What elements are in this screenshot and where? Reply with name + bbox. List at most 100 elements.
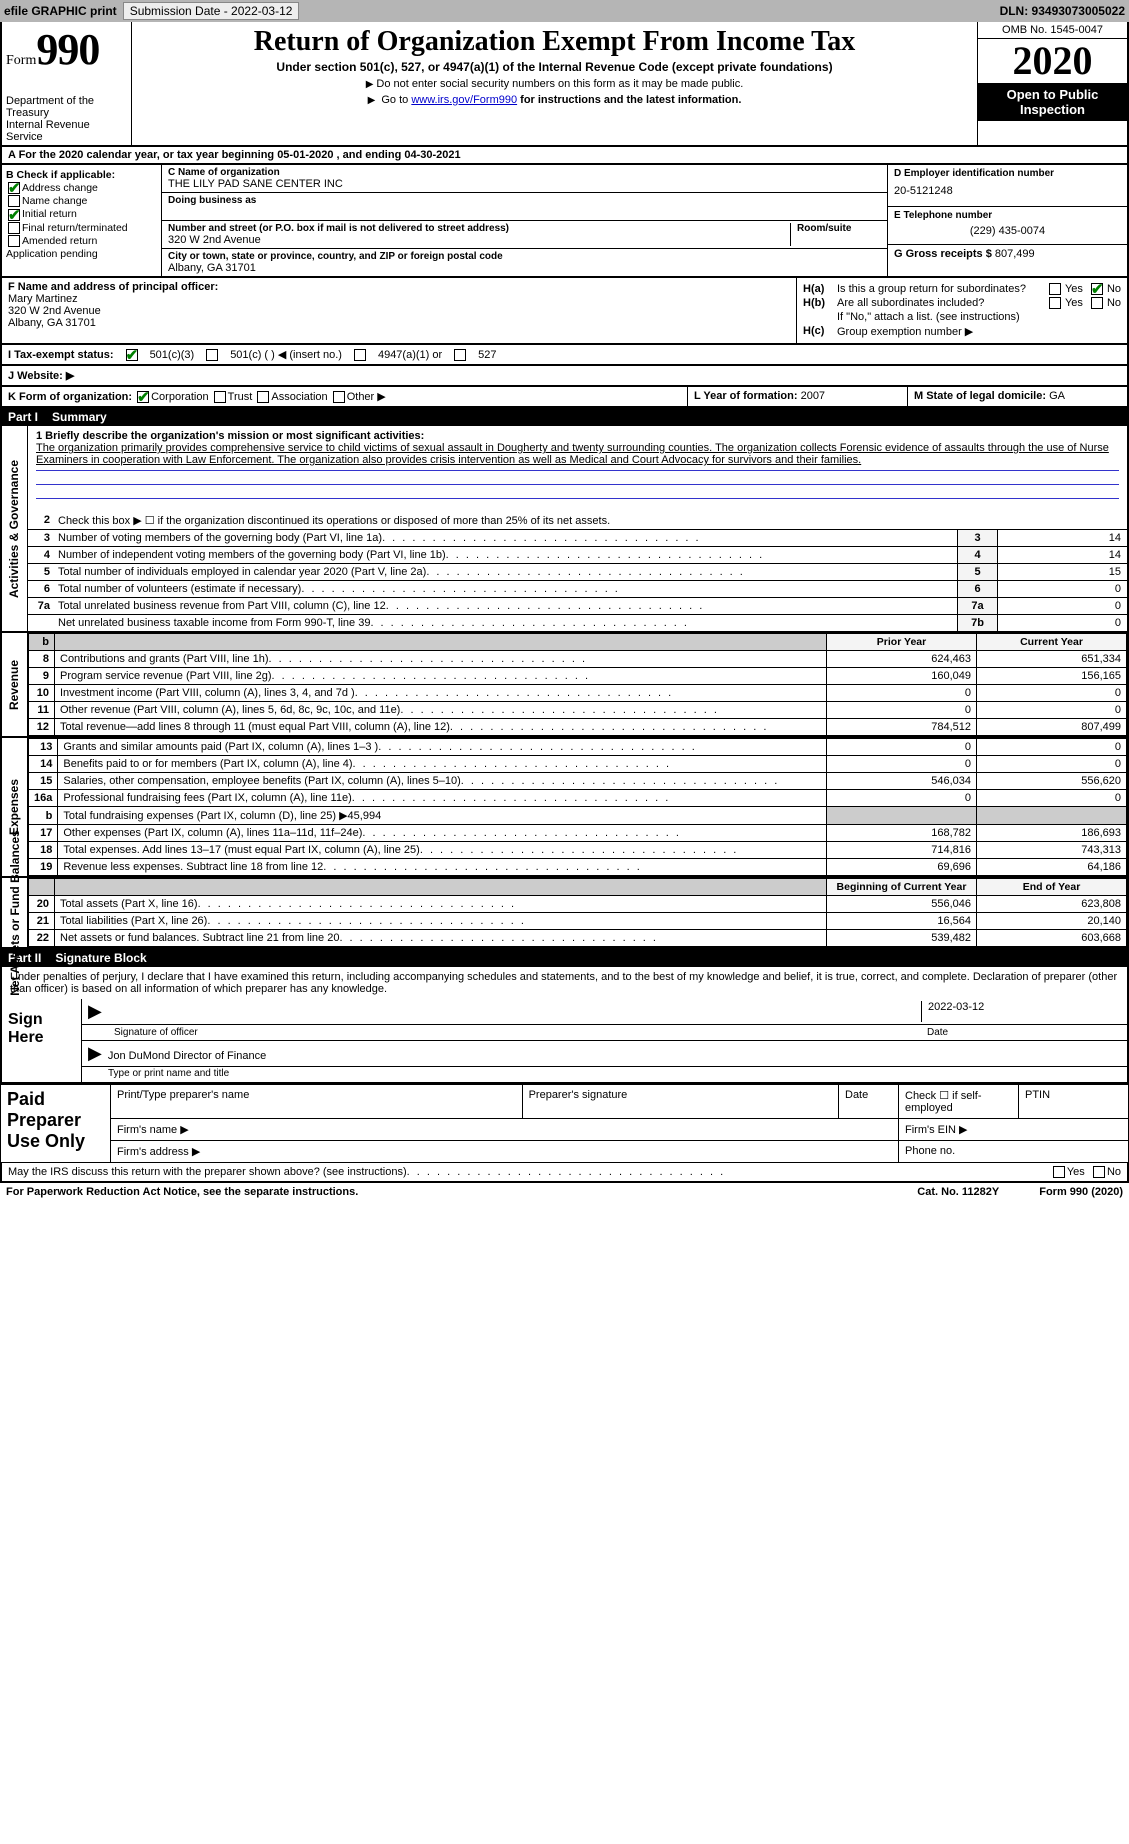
gov-line: 7aTotal unrelated business revenue from … (28, 597, 1127, 614)
chk-amended[interactable] (8, 235, 20, 247)
lbl-room: Room/suite (797, 223, 881, 234)
chk-hb-no[interactable] (1091, 297, 1103, 309)
chk-discuss-yes[interactable] (1053, 1166, 1065, 1178)
net-assets-table: Beginning of Current Year End of Year 20… (28, 878, 1127, 947)
part1-header: Part I Summary (0, 408, 1129, 426)
table-row: 12Total revenue—add lines 8 through 11 (… (29, 719, 1127, 736)
chk-501c3[interactable] (126, 349, 138, 361)
cat-no: Cat. No. 11282Y (917, 1186, 999, 1198)
box-b-title: B Check if applicable: (6, 169, 115, 181)
street-address: 320 W 2nd Avenue (168, 234, 784, 246)
phone-value: (229) 435-0074 (894, 221, 1121, 241)
chk-final-return[interactable] (8, 222, 20, 234)
form990-link[interactable]: www.irs.gov/Form990 (411, 94, 517, 106)
chk-ha-yes[interactable] (1049, 283, 1061, 295)
lbl-amended: Amended return (22, 235, 97, 247)
lbl-street: Number and street (or P.O. box if mail i… (168, 223, 784, 234)
revenue-section: Revenue b Prior Year Current Year 8Contr… (0, 633, 1129, 738)
ha-text: Is this a group return for subordinates? (837, 283, 1041, 295)
lbl-address-change: Address change (22, 182, 98, 194)
hb-text: Are all subordinates included? (837, 297, 1041, 309)
lbl-initial-return: Initial return (22, 208, 77, 220)
chk-corp[interactable] (137, 391, 149, 403)
lbl-corp: Corporation (151, 391, 208, 403)
chk-assoc[interactable] (257, 391, 269, 403)
chk-501c[interactable] (206, 349, 218, 361)
lbl-4947: 4947(a)(1) or (378, 349, 442, 361)
lbl-discuss-yes: Yes (1067, 1166, 1085, 1178)
col-current-year: Current Year (977, 634, 1127, 651)
sig-declaration: Under penalties of perjury, I declare th… (2, 967, 1127, 999)
lbl-firm-ein: Firm's EIN ▶ (899, 1119, 1129, 1141)
lbl-trust: Trust (228, 391, 253, 403)
side-label-rev: Revenue (8, 660, 22, 710)
top-bar: efile GRAPHIC print Submission Date - 20… (0, 0, 1129, 22)
table-row: 8Contributions and grants (Part VIII, li… (29, 651, 1127, 668)
box-c: C Name of organization THE LILY PAD SANE… (162, 165, 887, 276)
tax-year: 2020 (978, 39, 1127, 83)
lbl-principal-officer: F Name and address of principal officer: (8, 281, 218, 293)
lbl-typed-name: Type or print name and title (82, 1067, 1127, 1082)
note-goto-post: for instructions and the latest informat… (517, 94, 741, 106)
lbl-app-pending: Application pending (6, 248, 98, 260)
chk-discuss-no[interactable] (1093, 1166, 1105, 1178)
table-row: 10Investment income (Part VIII, column (… (29, 685, 1127, 702)
table-row: 14Benefits paid to or for members (Part … (29, 756, 1127, 773)
chk-4947[interactable] (354, 349, 366, 361)
table-row: 20Total assets (Part X, line 16)556,0466… (29, 896, 1127, 913)
hb-ifno: If "No," attach a list. (see instruction… (837, 311, 1121, 323)
lbl-hc: H(c) (803, 325, 837, 337)
lbl-city: City or town, state or province, country… (168, 251, 881, 262)
part2-header: Part II Signature Block (0, 949, 1129, 967)
org-name: THE LILY PAD SANE CENTER INC (168, 178, 881, 190)
chk-trust[interactable] (214, 391, 226, 403)
chk-initial-return[interactable] (8, 209, 20, 221)
lbl-other: Other ▶ (347, 391, 386, 403)
lbl-preparer-name: Print/Type preparer's name (111, 1085, 523, 1119)
discuss-text: May the IRS discuss this return with the… (8, 1166, 407, 1178)
lbl-501c3: 501(c)(3) (150, 349, 195, 361)
form-number: 990 (36, 25, 99, 74)
chk-ha-no[interactable] (1091, 283, 1103, 295)
table-row: bTotal fundraising expenses (Part IX, co… (29, 807, 1127, 825)
lbl-name-change: Name change (22, 195, 87, 207)
part2-title: Signature Block (55, 951, 146, 965)
lbl-sig-date: Date (921, 1027, 1121, 1038)
gov-line: Net unrelated business taxable income fr… (28, 614, 1127, 631)
chk-other[interactable] (333, 391, 345, 403)
submission-date-button[interactable]: Submission Date - 2022-03-12 (123, 2, 300, 20)
lbl-website: J Website: ▶ (8, 369, 74, 382)
hc-text: Group exemption number ▶ (837, 325, 973, 338)
side-label-gov: Activities & Governance (8, 460, 22, 598)
chk-527[interactable] (454, 349, 466, 361)
chk-hb-yes[interactable] (1049, 297, 1061, 309)
box-b: B Check if applicable: Address change Na… (2, 165, 162, 276)
open-to-public: Open to Public Inspection (978, 83, 1127, 121)
form-subtitle: Under section 501(c), 527, or 4947(a)(1)… (138, 60, 971, 74)
gov-line: 5Total number of individuals employed in… (28, 563, 1127, 580)
table-row: 13Grants and similar amounts paid (Part … (29, 739, 1127, 756)
chk-address-change[interactable] (8, 182, 20, 194)
sig-typed-name: Jon DuMond Director of Finance (108, 1050, 266, 1062)
form-header: Form990 Department of the Treasury Inter… (0, 22, 1129, 147)
lbl-state-domicile: M State of legal domicile: (914, 390, 1046, 402)
lbl-501c: 501(c) ( ) ◀ (insert no.) (230, 348, 342, 361)
lbl-firm-phone: Phone no. (899, 1141, 1129, 1163)
col-begin-year: Beginning of Current Year (827, 879, 977, 896)
lbl-prep-date: Date (839, 1085, 899, 1119)
part1-title: Summary (52, 410, 107, 424)
officer-name: Mary Martinez (8, 293, 78, 305)
note-goto-pre: Go to (381, 94, 411, 106)
mission-text: The organization primarily provides comp… (36, 442, 1109, 466)
officer-addr2: Albany, GA 31701 (8, 317, 96, 329)
col-prior-year: Prior Year (827, 634, 977, 651)
lbl-year-formation: L Year of formation: (694, 390, 798, 402)
lbl-firm-addr: Firm's address ▶ (111, 1141, 899, 1163)
side-label-exp: Expenses (8, 779, 22, 835)
form-title: Return of Organization Exempt From Incom… (138, 26, 971, 58)
lbl-sig-officer: Signature of officer (88, 1027, 921, 1038)
activities-governance-section: Activities & Governance 1 Briefly descri… (0, 426, 1129, 633)
gov-line: 3Number of voting members of the governi… (28, 529, 1127, 546)
form-word: Form (6, 53, 36, 68)
paid-preparer-title: Paid Preparer Use Only (1, 1085, 111, 1163)
